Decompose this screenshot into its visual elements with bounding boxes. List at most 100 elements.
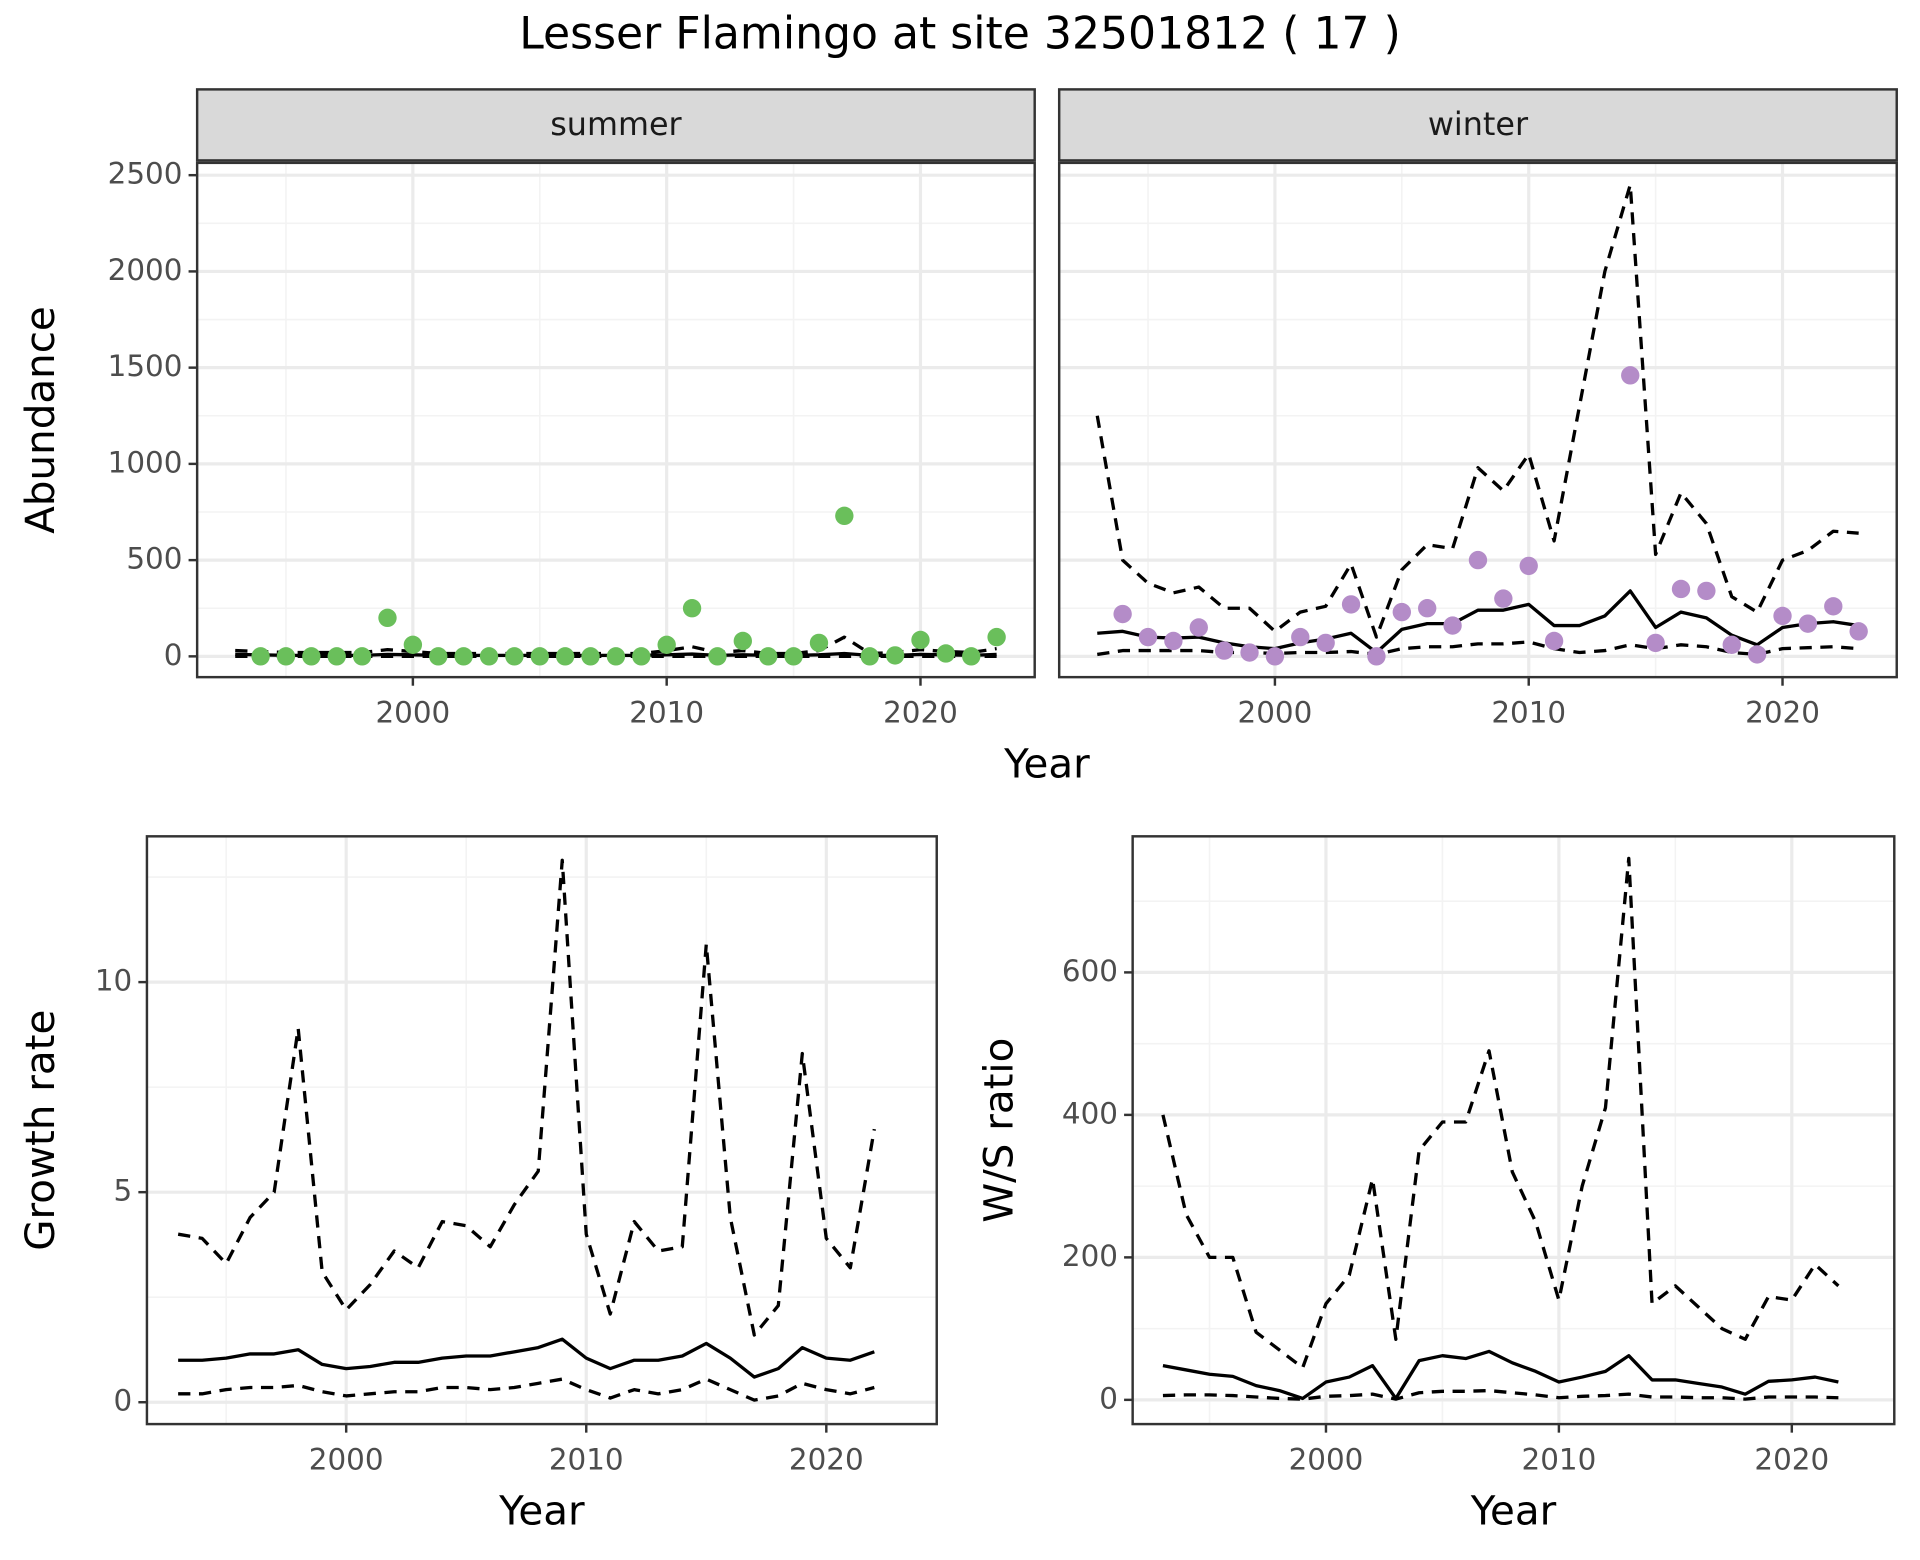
point bbox=[1164, 631, 1183, 651]
x-axis-title: Year bbox=[498, 1486, 585, 1534]
strip-title: summer bbox=[550, 105, 682, 143]
point bbox=[251, 647, 270, 666]
point bbox=[1519, 556, 1538, 576]
point bbox=[962, 647, 981, 666]
point bbox=[1494, 589, 1513, 608]
point bbox=[581, 647, 600, 666]
line bbox=[1161, 856, 1840, 1370]
point bbox=[987, 627, 1006, 647]
point bbox=[657, 635, 676, 654]
point bbox=[860, 647, 879, 666]
point bbox=[454, 647, 473, 666]
point bbox=[479, 647, 499, 666]
point bbox=[936, 644, 956, 663]
y-axis-title: Growth rate bbox=[16, 1010, 64, 1251]
point bbox=[632, 647, 651, 666]
line bbox=[1162, 1388, 1839, 1401]
y-tick-label: 0 bbox=[164, 638, 183, 672]
y-tick-label: 500 bbox=[126, 542, 182, 576]
y-tick-label: 1000 bbox=[108, 445, 183, 479]
panel-background bbox=[1059, 162, 1897, 678]
point bbox=[1240, 643, 1259, 662]
point bbox=[1849, 622, 1868, 641]
figure-title: Lesser Flamingo at site 32501812 ( 17 ) bbox=[519, 9, 1401, 60]
point bbox=[555, 647, 575, 666]
point bbox=[1138, 627, 1158, 647]
point bbox=[1824, 597, 1843, 616]
point bbox=[327, 647, 346, 666]
y-tick-label: 600 bbox=[1062, 954, 1118, 988]
point bbox=[1341, 595, 1361, 614]
point bbox=[505, 647, 524, 666]
y-tick-label: 200 bbox=[1062, 1239, 1118, 1273]
line bbox=[178, 1337, 875, 1379]
point bbox=[1214, 641, 1234, 660]
x-tick-label: 2020 bbox=[883, 695, 958, 729]
y-tick-label: 5 bbox=[114, 1174, 133, 1208]
point bbox=[429, 647, 448, 666]
point bbox=[1747, 645, 1767, 664]
y-tick-label: 400 bbox=[1062, 1096, 1118, 1130]
y-tick-label: 2000 bbox=[108, 253, 183, 287]
x-tick-label: 2010 bbox=[549, 1442, 624, 1476]
point bbox=[1773, 606, 1792, 626]
point bbox=[1468, 550, 1488, 570]
panel-background bbox=[1132, 836, 1895, 1425]
point bbox=[352, 647, 372, 666]
y-axis-title: Abundance bbox=[16, 306, 64, 534]
point bbox=[403, 635, 423, 654]
x-tick-label: 2020 bbox=[1754, 1442, 1829, 1476]
y-tick-label: 1500 bbox=[108, 349, 183, 383]
point bbox=[1697, 581, 1716, 601]
x-tick-label: 2010 bbox=[1491, 695, 1566, 729]
point bbox=[1443, 616, 1462, 635]
x-tick-label: 2000 bbox=[1289, 1442, 1364, 1476]
point bbox=[276, 647, 296, 666]
point bbox=[302, 647, 321, 666]
point bbox=[1646, 633, 1665, 653]
line bbox=[1095, 183, 1859, 639]
point bbox=[1113, 604, 1132, 624]
x-tick-label: 2010 bbox=[1522, 1442, 1597, 1476]
x-tick-label: 2000 bbox=[375, 695, 450, 729]
point bbox=[759, 647, 778, 666]
x-axis-title: Year bbox=[1470, 1486, 1557, 1534]
x-tick-label: 2010 bbox=[629, 695, 704, 729]
y-tick-label: 0 bbox=[114, 1384, 133, 1418]
point bbox=[911, 630, 930, 650]
y-tick-label: 0 bbox=[1099, 1381, 1118, 1415]
point bbox=[809, 633, 829, 653]
point bbox=[1189, 618, 1208, 637]
point bbox=[708, 647, 727, 666]
point bbox=[1621, 366, 1640, 385]
point bbox=[1316, 633, 1335, 653]
panel-border bbox=[145, 835, 938, 1426]
point bbox=[1392, 602, 1412, 622]
point bbox=[1544, 631, 1564, 651]
point bbox=[1671, 579, 1691, 599]
panel-border bbox=[1057, 161, 1898, 679]
point bbox=[733, 631, 753, 651]
point bbox=[682, 599, 702, 618]
point bbox=[835, 506, 854, 526]
point bbox=[1265, 647, 1285, 666]
point bbox=[1418, 599, 1437, 618]
point bbox=[378, 608, 397, 628]
line bbox=[177, 858, 876, 1337]
x-axis-title: Year bbox=[1003, 740, 1090, 788]
x-tick-label: 2000 bbox=[1238, 695, 1313, 729]
point bbox=[530, 647, 549, 666]
point bbox=[606, 647, 626, 666]
point bbox=[1367, 647, 1386, 666]
x-tick-label: 2020 bbox=[789, 1442, 864, 1476]
point bbox=[885, 646, 905, 665]
panel-background bbox=[197, 162, 1035, 678]
point bbox=[784, 647, 803, 666]
line bbox=[1162, 1349, 1839, 1401]
y-tick-label: 10 bbox=[95, 964, 132, 998]
x-tick-label: 2000 bbox=[309, 1442, 384, 1476]
point bbox=[1722, 635, 1741, 654]
point bbox=[1291, 627, 1310, 647]
